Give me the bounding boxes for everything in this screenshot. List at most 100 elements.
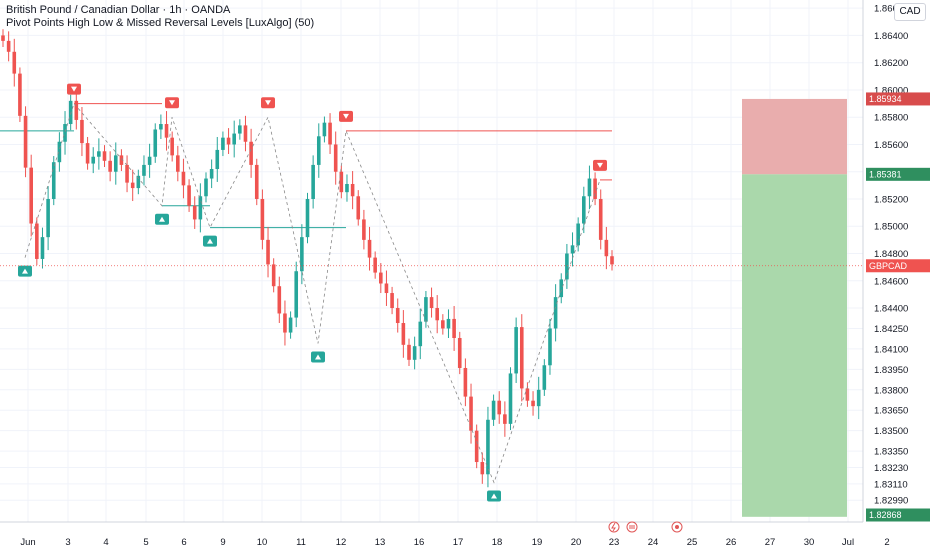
indicator-title[interactable]: Pivot Points High Low & Missed Reversal … <box>6 17 315 29</box>
candle-body <box>29 167 33 224</box>
candle-body <box>198 196 203 220</box>
price-tick-label: 1.85800 <box>874 113 908 124</box>
target-price-label-box <box>866 508 930 522</box>
candle-body <box>525 388 530 401</box>
candle-body <box>333 144 338 172</box>
price-tick-label: 1.85600 <box>874 140 908 151</box>
candle-body <box>153 129 158 157</box>
entry-price-label: 1.85381 <box>869 170 902 180</box>
candle-body <box>463 367 468 397</box>
candle-body <box>226 137 231 145</box>
symbol-price-label-box <box>866 259 930 273</box>
candle-body <box>519 327 524 389</box>
candle-body <box>187 185 191 206</box>
candle-body <box>345 183 349 193</box>
candle-body <box>587 178 592 197</box>
price-tick-label: 1.84800 <box>874 249 908 260</box>
time-tick-label: 17 <box>453 537 464 548</box>
candle-body <box>316 136 321 165</box>
take-profit-zone[interactable] <box>742 174 847 517</box>
candle-body <box>604 239 609 257</box>
price-axis[interactable]: 1.86600 1.86400 1.86200 1.86000 1.85800 1.856… <box>862 0 908 522</box>
time-tick-label: 24 <box>648 537 659 548</box>
time-axis[interactable]: Jun 3 4 5 6 9 10 11 12 13 16 17 18 19 20 23 24 25 26 27 30 Ju… <box>0 521 890 548</box>
symbol-title[interactable]: British Pound / Canadian Dollar · 1h · O… <box>6 4 231 16</box>
time-tick-label: 25 <box>687 537 698 548</box>
candle-body <box>407 344 411 360</box>
time-tick-label: 13 <box>375 537 386 548</box>
candle-body <box>51 162 56 199</box>
candle-body <box>514 327 518 374</box>
candle-body <box>441 320 445 329</box>
price-tick-label: 1.83350 <box>874 447 908 458</box>
price-tick-label: 1.84600 <box>874 276 908 287</box>
candle-body <box>215 149 220 170</box>
candle-body <box>209 169 214 179</box>
time-tick-label: 2 <box>884 537 889 548</box>
time-tick-label: 27 <box>765 537 776 548</box>
time-tick-label: 6 <box>181 537 186 548</box>
calendar-icon[interactable] <box>626 521 638 533</box>
time-tick-label: 4 <box>103 537 108 548</box>
time-tick-label: 26 <box>726 537 737 548</box>
stop-loss-zone[interactable] <box>742 98 847 175</box>
time-tick-label: 10 <box>257 537 268 548</box>
up-arrow-icon <box>491 493 497 499</box>
candle-body <box>125 164 129 183</box>
currency-badge[interactable]: CAD <box>894 3 926 21</box>
time-tick-label: 5 <box>143 537 148 548</box>
candle-body <box>508 373 513 424</box>
candle-body <box>113 155 118 172</box>
earnings-icon[interactable] <box>671 521 683 533</box>
price-tick-label: 1.86400 <box>874 31 908 42</box>
candle-body <box>548 328 552 366</box>
candle-body <box>390 293 394 309</box>
pivot-levels <box>0 103 612 229</box>
candle-body <box>474 430 479 463</box>
time-tick-label: 18 <box>492 537 503 548</box>
candle-body <box>294 271 299 318</box>
stop-price-label-box <box>866 92 930 106</box>
price-tick-label: 1.85200 <box>874 194 908 205</box>
candle-body <box>102 151 107 161</box>
candle-body <box>553 297 558 329</box>
candle-body <box>142 164 146 176</box>
candle-body <box>497 400 502 415</box>
candle-body <box>23 115 28 168</box>
up-arrow-icon <box>159 216 165 222</box>
candle-body <box>170 137 174 156</box>
candle-body <box>480 462 485 475</box>
candle-body <box>260 198 265 240</box>
candle-body <box>243 125 248 142</box>
price-tick-label: 1.82990 <box>874 496 908 507</box>
price-tick-label: 1.83230 <box>874 463 908 474</box>
candle-body <box>565 253 569 280</box>
chart-legend: British Pound / Canadian Dollar · 1h · O… <box>6 4 314 30</box>
candle-body <box>221 137 225 150</box>
time-tick-label: 19 <box>532 537 543 548</box>
entry-price-label-box <box>866 167 930 181</box>
position-zones[interactable] <box>742 98 847 517</box>
candle-body <box>350 183 355 197</box>
candle-body <box>559 279 564 298</box>
candle-body <box>418 321 423 347</box>
time-tick-label: 3 <box>65 537 70 548</box>
lightning-icon[interactable] <box>608 521 620 533</box>
candle-body <box>130 182 135 189</box>
candle-body <box>57 141 62 163</box>
candles[interactable] <box>1 29 614 488</box>
candle-body <box>491 400 496 420</box>
down-arrow-icon <box>597 162 603 168</box>
candle-body <box>159 124 163 130</box>
candle-body <box>367 239 372 258</box>
up-arrow-icon <box>207 238 213 244</box>
zigzag-line <box>24 102 601 484</box>
candle-body <box>204 178 208 197</box>
candle-body <box>412 346 417 360</box>
pivot-markers <box>18 83 607 502</box>
price-tick-label: 1.83110 <box>874 479 908 490</box>
candle-body <box>136 175 141 189</box>
price-tick-label: 1.83800 <box>874 385 908 396</box>
time-axis-icons[interactable] <box>608 521 683 533</box>
